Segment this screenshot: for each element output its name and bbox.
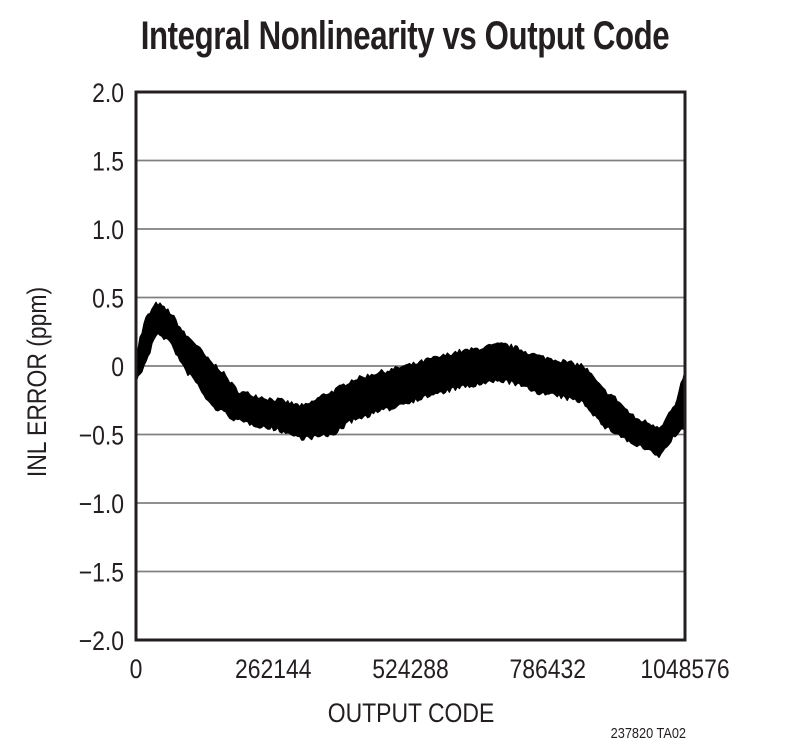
x-tick-label: 524288 <box>372 654 449 684</box>
y-tick-label: 2.0 <box>92 78 124 108</box>
y-axis-tick-labels: 2.0 1.5 1.0 0.5 0 −0.5 −1.0 −1.5 −2.0 <box>79 78 124 656</box>
x-tick-label: 0 <box>130 654 143 684</box>
y-tick-label: 1.5 <box>92 147 124 177</box>
y-tick-label: −0.5 <box>79 421 124 451</box>
x-axis-label: OUTPUT CODE <box>328 698 495 728</box>
y-tick-label: −1.5 <box>79 558 124 588</box>
x-tick-label: 262144 <box>235 654 312 684</box>
y-tick-label: 0.5 <box>92 284 124 314</box>
chart-title: Integral Nonlinearity vs Output Code <box>140 14 670 58</box>
y-tick-label: 1.0 <box>92 215 124 245</box>
gridlines <box>136 159 685 573</box>
plot-frame <box>134 90 687 642</box>
x-axis-tick-labels: 0 262144 524288 786432 1048576 <box>130 654 730 684</box>
x-tick-label: 786432 <box>509 654 586 684</box>
y-tick-label: −2.0 <box>79 626 124 656</box>
y-tick-label: 0 <box>111 352 124 382</box>
figure-id: 237820 TA02 <box>611 724 687 741</box>
x-tick-label: 1048576 <box>640 654 729 684</box>
y-tick-label: −1.0 <box>79 489 124 519</box>
y-axis-label: INL ERROR (ppm) <box>22 287 52 477</box>
